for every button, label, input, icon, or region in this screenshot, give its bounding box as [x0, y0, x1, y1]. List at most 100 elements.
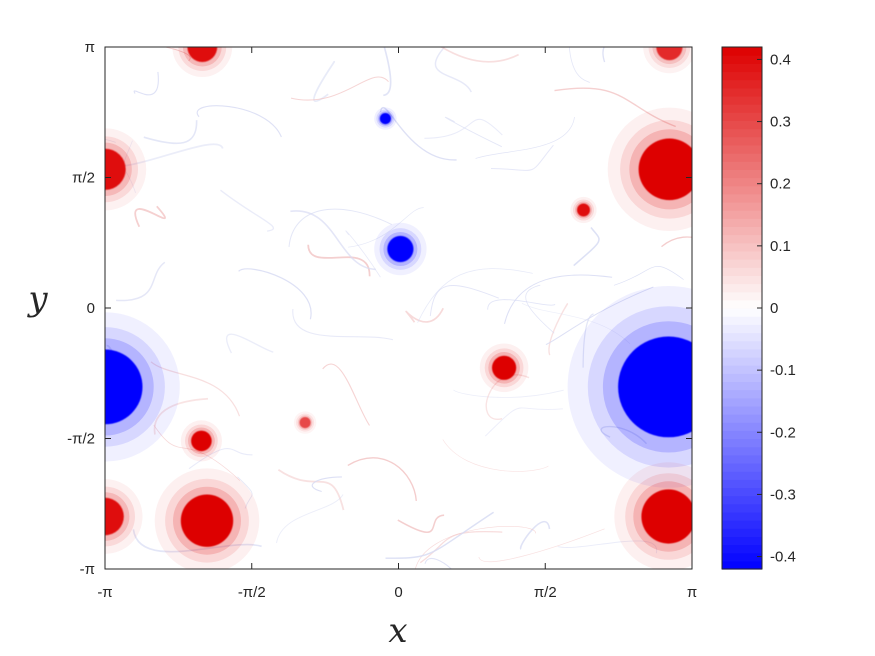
- x-tick-label: π/2: [534, 584, 557, 601]
- colorbar-band: [722, 283, 762, 293]
- colorbar-band: [722, 201, 762, 211]
- colorbar-band: [722, 71, 762, 81]
- filament-streak: [307, 244, 371, 277]
- colorbar-band: [722, 55, 762, 64]
- filament-streak: [525, 284, 555, 334]
- filament-streak: [150, 361, 241, 417]
- plot-background: [105, 47, 692, 569]
- negative-vortex: [567, 286, 692, 488]
- plot-area: [104, 46, 693, 570]
- vortex-core: [105, 148, 126, 190]
- vortex-core: [379, 113, 391, 125]
- filament-streak: [548, 303, 569, 356]
- filament-streak: [397, 514, 445, 533]
- filament-streak: [225, 333, 274, 354]
- filament-streak: [313, 60, 336, 102]
- colorbar-band: [722, 242, 762, 252]
- colorbar-band: [722, 308, 762, 317]
- filament-streak: [277, 469, 345, 511]
- filament-streak: [573, 227, 600, 267]
- positive-vortex: [607, 107, 692, 231]
- colorbar-band: [722, 332, 762, 342]
- colorbar-tick-label: -0.2: [770, 424, 796, 441]
- colorbar-band: [722, 544, 762, 554]
- filament-streak: [490, 144, 554, 171]
- filament-streak: [153, 424, 241, 481]
- colorbar-band: [722, 552, 762, 562]
- colorbar-band: [722, 136, 762, 146]
- colorbar-band: [722, 161, 762, 170]
- y-tick-label: π/2: [72, 169, 95, 186]
- colorbar-band: [722, 430, 762, 440]
- y-tick-label: 0: [87, 300, 95, 317]
- colorbar-band: [722, 487, 762, 497]
- colorbar-band: [722, 128, 762, 138]
- colorbar-tick-label: -0.4: [770, 549, 796, 566]
- filament-streak: [196, 105, 282, 138]
- colorbar-band: [722, 153, 762, 162]
- colorbar-band: [722, 177, 762, 187]
- vortex-core: [577, 203, 590, 217]
- filament-streak: [143, 120, 198, 145]
- filament-streak: [545, 286, 654, 346]
- filament-streak: [475, 116, 575, 159]
- colorbar-band: [722, 511, 762, 521]
- filament-streak: [504, 274, 613, 325]
- colorbar-tick-label: 0.4: [770, 51, 791, 68]
- vortex-core: [656, 47, 683, 61]
- filament-streak: [238, 268, 312, 320]
- colorbar-band: [722, 438, 762, 448]
- x-axis-label: x: [388, 611, 407, 651]
- colorbar-tick-label: -0.1: [770, 362, 796, 379]
- colorbar-band: [722, 479, 762, 489]
- filament-streak: [440, 47, 519, 63]
- filament-streak: [602, 47, 606, 63]
- colorbar-band: [722, 397, 762, 407]
- vortex-core: [187, 47, 218, 62]
- y-tick-label: π: [85, 39, 95, 56]
- filament-streak: [153, 397, 209, 435]
- filament-streak: [661, 236, 692, 248]
- x-tick-label: π: [687, 584, 697, 601]
- filament-streak: [582, 313, 594, 368]
- colorbar-band: [722, 275, 762, 285]
- colorbar-band: [722, 185, 762, 195]
- vortex-layer: [105, 47, 692, 569]
- colorbar-band: [722, 503, 762, 513]
- filament-streak: [292, 308, 394, 341]
- positive-vortex: [105, 128, 147, 211]
- colorbar-band: [722, 520, 762, 529]
- filament-streak: [322, 363, 370, 426]
- filament-streak: [163, 47, 191, 62]
- filament-streak: [290, 210, 376, 271]
- filament-streak: [484, 407, 563, 437]
- filament-streak: [188, 448, 253, 470]
- filament-streak: [419, 530, 503, 564]
- colorbar-band: [722, 169, 762, 179]
- vortex-core: [299, 417, 311, 429]
- positive-vortex: [293, 411, 317, 434]
- negative-vortex: [374, 107, 397, 130]
- positive-vortex: [614, 462, 692, 569]
- filament-streak: [345, 230, 381, 278]
- filament-streak: [487, 299, 556, 310]
- filament-streak: [434, 47, 472, 93]
- filament-streak: [424, 557, 452, 569]
- positive-vortex: [180, 420, 222, 462]
- filament-streak: [485, 374, 530, 420]
- colorbar-band: [722, 405, 762, 415]
- colorbar-band: [722, 356, 762, 366]
- colorbar-band: [722, 47, 762, 56]
- vortex-core: [180, 494, 234, 547]
- colorbar-band: [722, 422, 762, 431]
- colorbar-band: [722, 218, 762, 228]
- colorbar-band: [722, 348, 762, 358]
- colorbar-band: [722, 471, 762, 480]
- positive-vortex: [479, 343, 529, 393]
- x-tick-label: -π/2: [238, 584, 266, 601]
- colorbar-band: [722, 259, 762, 268]
- filament-streak: [613, 266, 684, 286]
- positive-vortex: [154, 468, 260, 569]
- colorbar-band: [722, 250, 762, 260]
